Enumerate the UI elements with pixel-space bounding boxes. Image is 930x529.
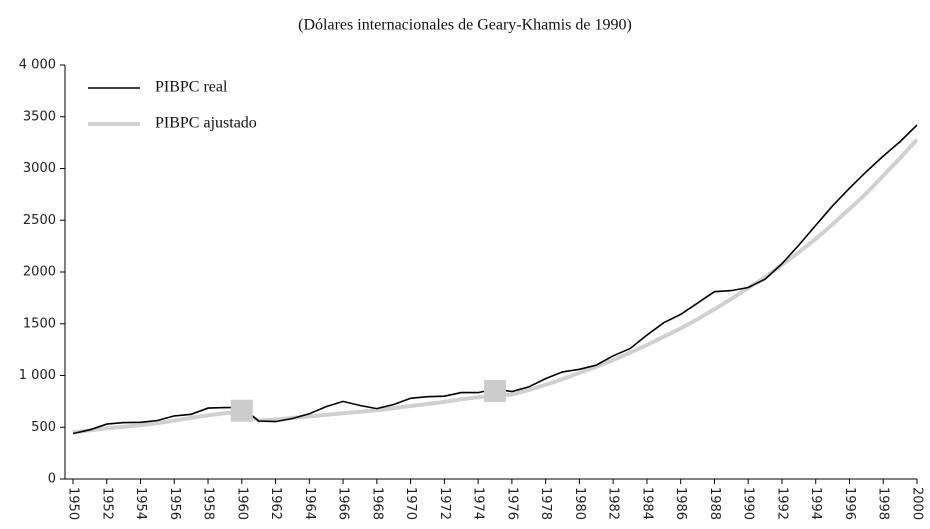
- y-tick-label: 2000: [23, 265, 56, 280]
- y-tick-label: 1500: [23, 316, 56, 331]
- legend-label: PIBPC ajustado: [155, 115, 257, 132]
- x-tick-label: 1998: [876, 487, 891, 520]
- legend-label: PIBPC real: [155, 79, 228, 96]
- x-tick-label: 1952: [99, 487, 114, 520]
- y-tick-label: 0: [48, 472, 56, 487]
- x-tick-label: 1996: [842, 487, 857, 520]
- y-tick-label: 4 000: [19, 58, 56, 73]
- x-tick-label: 1970: [403, 487, 418, 520]
- y-tick-label: 2500: [23, 213, 56, 228]
- x-tick-label: 1962: [268, 487, 283, 520]
- x-tick-label: 1956: [167, 487, 182, 520]
- x-tick-label: 1978: [538, 487, 553, 520]
- x-tick-label: 1988: [707, 487, 722, 520]
- x-tick-label: 1966: [336, 487, 351, 520]
- y-tick-label: 3500: [23, 109, 56, 124]
- x-tick-label: 1984: [639, 487, 654, 520]
- x-tick-label: 1976: [504, 487, 519, 520]
- marker: [230, 399, 253, 422]
- y-tick-label: 1 000: [19, 368, 56, 383]
- x-tick-label: 1972: [437, 487, 452, 520]
- y-tick-label: 3000: [23, 161, 56, 176]
- x-tick-label: 1980: [572, 487, 587, 520]
- x-tick-label: 1954: [133, 487, 148, 520]
- x-tick-label: 1968: [369, 487, 384, 520]
- x-tick-label: 1986: [673, 487, 688, 520]
- x-tick-label: 1992: [774, 487, 789, 520]
- x-tick-label: 1982: [606, 487, 621, 520]
- x-tick-label: 1974: [471, 487, 486, 520]
- x-tick-label: 1990: [741, 487, 756, 520]
- x-tick-label: 1994: [808, 487, 823, 520]
- chart-title: (Dólares internacionales de Geary-Khamis…: [298, 17, 632, 34]
- y-tick-label: 500: [31, 420, 56, 435]
- x-tick-label: 1960: [234, 487, 249, 520]
- marker: [484, 380, 506, 403]
- x-tick-label: 1958: [201, 487, 216, 520]
- x-tick-label: 1964: [302, 487, 317, 520]
- x-tick-label: 2000: [910, 487, 925, 520]
- x-tick-label: 1950: [66, 487, 81, 520]
